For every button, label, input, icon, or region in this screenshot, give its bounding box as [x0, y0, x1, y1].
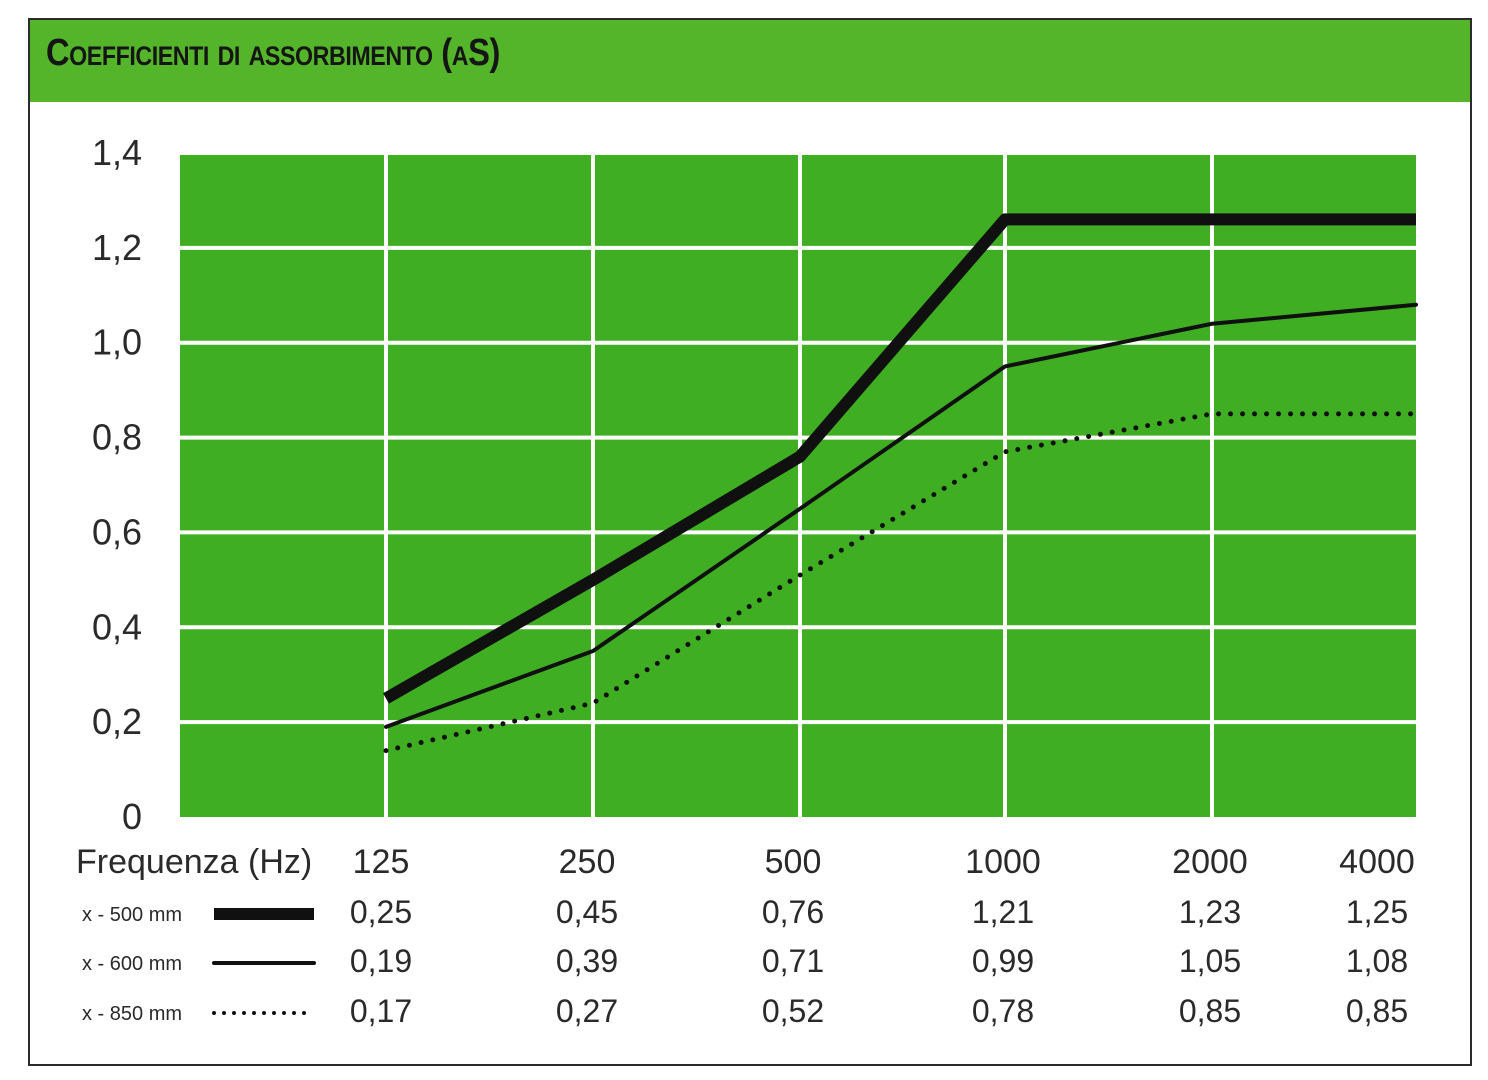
title-bar: Coefficienti di assorbimento (αS) [30, 20, 1470, 102]
y-tick-label: 0,4 [92, 606, 142, 647]
table-value: 1,25 [1346, 894, 1408, 930]
x-axis-label: Frequenza (Hz) [76, 843, 312, 881]
series-line-2 [384, 302, 1418, 729]
x-tick-label: 500 [765, 843, 822, 881]
chart-title: Coefficienti di assorbimento (αS) [46, 32, 500, 74]
y-tick-label: 0,8 [92, 417, 142, 458]
y-tick-label: 0 [122, 796, 142, 837]
x-tick-label: 1000 [965, 843, 1041, 881]
table-value: 1,08 [1346, 943, 1408, 979]
grid [180, 151, 1416, 817]
series-line-1 [383, 213, 1416, 704]
table-value: 0,39 [556, 943, 618, 979]
x-tick-label: 250 [559, 843, 616, 881]
table-value: 0,17 [350, 993, 412, 1029]
table-value: 0,76 [762, 894, 824, 930]
y-tick-label: 1,4 [92, 132, 142, 173]
table-value: 1,05 [1179, 943, 1241, 979]
table-value: 0,99 [972, 943, 1034, 979]
y-tick-label: 1,2 [92, 227, 142, 268]
table-value: 0,27 [556, 993, 618, 1029]
table-value: 0,85 [1179, 993, 1241, 1029]
table-value: 0,71 [762, 943, 824, 979]
y-tick-label: 0,2 [92, 701, 142, 742]
data-table: Frequenza (Hz) 125 250 500 1000 2000 4000 x - 5… [76, 843, 1415, 1029]
table-value: 1,21 [972, 894, 1034, 930]
y-tick-label: 0,6 [92, 511, 142, 552]
table-value: 0,85 [1346, 993, 1408, 1029]
y-tick-label: 1,0 [92, 322, 142, 363]
table-value: 0,25 [350, 894, 412, 930]
series-lines [383, 213, 1419, 754]
legend-label: x - 850 mm [82, 1003, 182, 1025]
legend-label: x - 500 mm [82, 904, 182, 926]
x-tick-label: 2000 [1172, 843, 1248, 881]
legend-label: x - 600 mm [82, 953, 182, 975]
x-tick-label: 4000 [1339, 843, 1415, 881]
table-value: 0,19 [350, 943, 412, 979]
x-tick-label: 125 [353, 843, 410, 881]
series-line-3 [383, 411, 1419, 754]
table-value: 0,52 [762, 993, 824, 1029]
y-axis-ticks: 0 0,2 0,4 0,6 0,8 1,0 1,2 1,4 [92, 132, 142, 837]
table-value: 1,23 [1179, 894, 1241, 930]
table-value: 0,45 [556, 894, 618, 930]
table-value: 0,78 [972, 993, 1034, 1029]
